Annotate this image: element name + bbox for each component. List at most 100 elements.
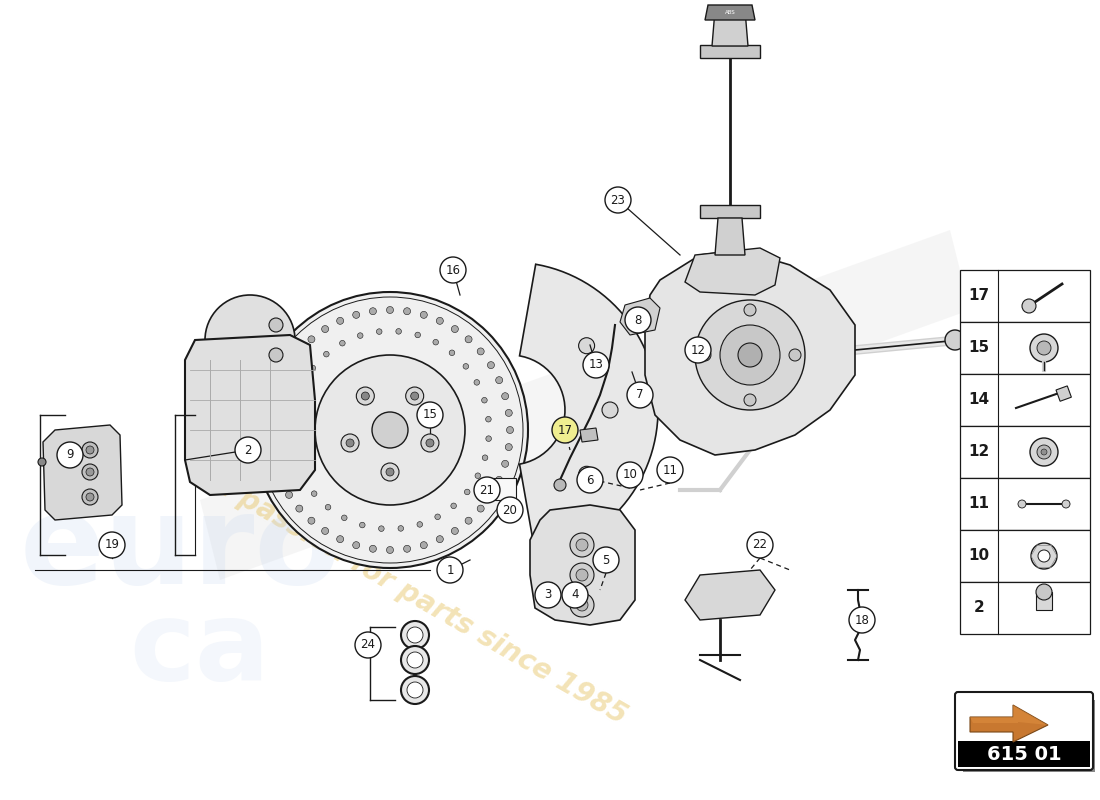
Circle shape	[474, 379, 480, 385]
Circle shape	[496, 476, 503, 483]
Bar	[960, 426, 1090, 478]
Circle shape	[487, 362, 495, 369]
Circle shape	[496, 377, 503, 384]
Text: 6: 6	[586, 474, 594, 486]
Polygon shape	[712, 10, 748, 46]
Polygon shape	[685, 248, 780, 295]
Text: 5: 5	[603, 554, 609, 566]
Bar	[960, 530, 1090, 582]
Circle shape	[657, 457, 683, 483]
Circle shape	[1062, 500, 1070, 508]
Circle shape	[685, 337, 711, 363]
Circle shape	[440, 257, 466, 283]
Circle shape	[310, 366, 316, 371]
Circle shape	[337, 318, 343, 324]
Polygon shape	[700, 205, 760, 218]
Bar	[960, 374, 1090, 426]
Circle shape	[570, 593, 594, 617]
Circle shape	[267, 443, 275, 450]
Text: 22: 22	[752, 538, 768, 551]
Circle shape	[323, 351, 329, 357]
Circle shape	[583, 352, 609, 378]
Text: 12: 12	[691, 343, 705, 357]
Circle shape	[289, 438, 295, 443]
Bar	[1056, 386, 1071, 402]
Circle shape	[370, 308, 376, 314]
Circle shape	[326, 505, 331, 510]
Polygon shape	[685, 570, 775, 620]
Circle shape	[321, 326, 329, 333]
Polygon shape	[700, 45, 760, 58]
Polygon shape	[970, 705, 1048, 725]
Circle shape	[576, 539, 588, 551]
Circle shape	[370, 546, 376, 552]
Circle shape	[340, 341, 345, 346]
Circle shape	[579, 466, 595, 482]
Circle shape	[420, 311, 427, 318]
Circle shape	[272, 460, 278, 467]
Circle shape	[505, 443, 513, 450]
Polygon shape	[580, 428, 598, 442]
Bar	[960, 478, 1090, 530]
Text: ca: ca	[130, 597, 271, 703]
Circle shape	[449, 350, 454, 355]
Circle shape	[602, 402, 618, 418]
Circle shape	[1030, 334, 1058, 362]
Circle shape	[434, 514, 440, 519]
Circle shape	[505, 410, 513, 417]
Circle shape	[356, 387, 374, 405]
Text: 17: 17	[968, 289, 990, 303]
Bar	[958, 741, 1090, 767]
Circle shape	[353, 542, 360, 549]
Circle shape	[39, 458, 46, 466]
Circle shape	[426, 439, 433, 447]
Circle shape	[451, 527, 459, 534]
Circle shape	[945, 330, 965, 350]
Circle shape	[1036, 584, 1052, 600]
Text: 1: 1	[447, 563, 453, 577]
Circle shape	[286, 491, 293, 498]
Circle shape	[402, 646, 429, 674]
Text: 17: 17	[558, 423, 572, 437]
Circle shape	[341, 515, 348, 521]
Text: 14: 14	[968, 393, 990, 407]
Circle shape	[477, 505, 484, 512]
Bar	[960, 322, 1090, 374]
Circle shape	[57, 442, 82, 468]
Circle shape	[1038, 550, 1050, 562]
Circle shape	[407, 627, 424, 643]
Circle shape	[300, 475, 306, 481]
Polygon shape	[530, 505, 635, 625]
Text: euro: euro	[20, 490, 341, 610]
Circle shape	[576, 599, 588, 611]
Circle shape	[451, 326, 459, 333]
Circle shape	[341, 434, 359, 452]
Circle shape	[579, 338, 595, 354]
Circle shape	[464, 489, 470, 494]
Text: 24: 24	[361, 638, 375, 651]
Bar	[960, 270, 1090, 322]
Circle shape	[625, 307, 651, 333]
Polygon shape	[519, 264, 658, 556]
Circle shape	[404, 308, 410, 314]
Text: 11: 11	[662, 463, 678, 477]
Circle shape	[485, 417, 492, 422]
Circle shape	[1037, 341, 1050, 355]
Circle shape	[417, 402, 443, 428]
Bar	[960, 582, 1090, 634]
Circle shape	[406, 387, 424, 405]
Circle shape	[266, 426, 274, 434]
FancyBboxPatch shape	[955, 692, 1093, 770]
Text: 12: 12	[968, 445, 990, 459]
Circle shape	[570, 533, 594, 557]
Circle shape	[1041, 449, 1047, 455]
Text: 4: 4	[571, 589, 579, 602]
Circle shape	[315, 355, 465, 505]
Circle shape	[296, 348, 303, 355]
Circle shape	[482, 455, 487, 461]
Circle shape	[475, 473, 481, 478]
Circle shape	[99, 532, 125, 558]
Circle shape	[506, 426, 514, 434]
Text: 23: 23	[610, 194, 626, 206]
Circle shape	[293, 457, 298, 462]
